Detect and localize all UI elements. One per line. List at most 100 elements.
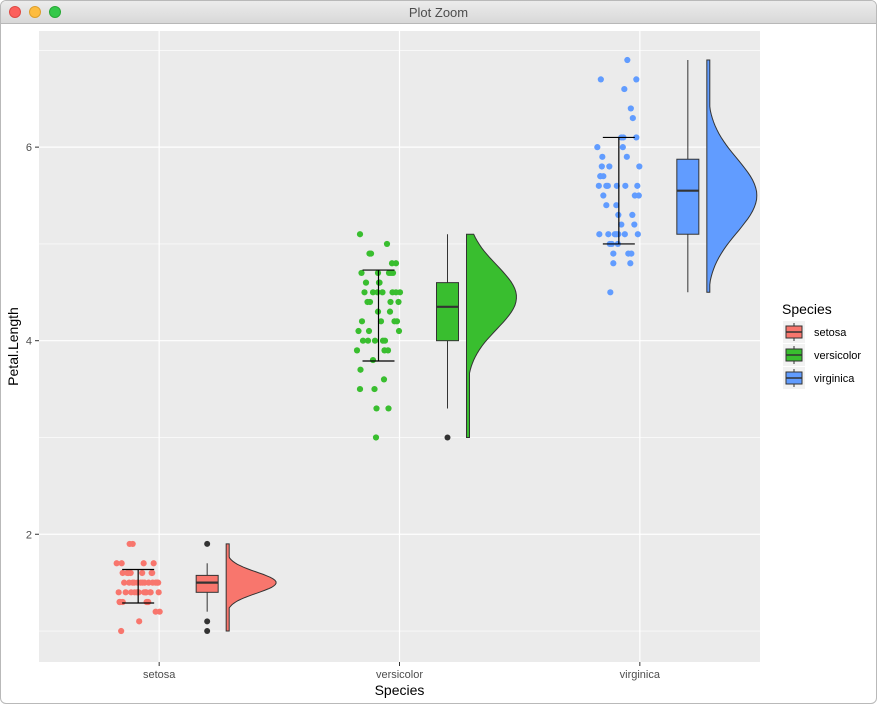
data-point: [392, 260, 400, 267]
series-setosa: [113, 540, 277, 635]
data-point: [136, 618, 143, 625]
data-point: [362, 279, 370, 286]
data-point: [371, 337, 379, 344]
data-point: [610, 250, 617, 257]
data-point: [155, 589, 162, 596]
data-point: [386, 308, 394, 315]
data-point: [605, 231, 612, 238]
data-point: [377, 318, 385, 325]
data-point: [603, 202, 610, 209]
legend-label-virginica: virginica: [814, 373, 855, 385]
data-point: [366, 250, 373, 257]
data-point: [634, 182, 641, 189]
data-point: [385, 405, 392, 412]
data-point: [372, 434, 380, 441]
data-point: [610, 260, 617, 267]
data-point: [141, 589, 148, 596]
data-point: [361, 289, 368, 296]
data-point: [134, 589, 141, 596]
data-point: [155, 579, 162, 586]
legend-key-setosa: setosa: [783, 321, 847, 343]
data-point: [621, 231, 628, 238]
data-point: [627, 260, 634, 267]
data-point: [369, 289, 377, 296]
data-point: [364, 337, 372, 344]
data-point: [600, 173, 607, 180]
x-tick-label: versicolor: [376, 669, 423, 681]
data-point: [139, 579, 146, 586]
y-tick-label: 6: [26, 142, 32, 154]
data-point: [383, 240, 391, 248]
data-point: [355, 327, 362, 335]
data-point: [119, 569, 126, 577]
data-point: [613, 231, 620, 238]
data-point: [395, 327, 403, 335]
data-point: [115, 589, 122, 596]
data-point: [113, 560, 120, 567]
data-point: [122, 589, 129, 596]
data-point: [129, 579, 136, 586]
raincloud-chart: Petal.Length Species 2 4 6 setosa versicolor…: [5, 31, 861, 698]
box-outlier: [444, 434, 451, 441]
data-point: [371, 385, 378, 393]
data-point: [139, 569, 146, 577]
legend-key-versicolor: versicolor: [783, 344, 861, 366]
data-point: [124, 569, 131, 577]
data-point: [140, 560, 147, 567]
zoom-window-button[interactable]: [49, 6, 61, 18]
data-point: [596, 231, 603, 238]
data-point: [353, 347, 361, 354]
data-point: [373, 405, 380, 412]
data-point: [356, 385, 364, 393]
series-virginica: [594, 56, 758, 296]
data-point: [147, 589, 154, 596]
data-point: [121, 579, 128, 586]
data-point: [633, 76, 640, 83]
data-point: [379, 337, 387, 344]
x-tick-label: virginica: [620, 669, 661, 681]
data-point: [116, 598, 123, 606]
data-point: [359, 337, 367, 344]
chart-marks: [113, 56, 758, 635]
legend-label-setosa: setosa: [814, 327, 847, 339]
data-point: [118, 560, 125, 567]
data-point: [634, 231, 641, 238]
data-point: [364, 298, 371, 306]
data-point: [618, 221, 625, 228]
x-axis-title: Species: [375, 682, 425, 698]
legend-title: Species: [782, 301, 832, 317]
data-point: [594, 144, 601, 151]
data-point: [597, 76, 604, 83]
data-point: [628, 250, 635, 257]
box-outlier: [204, 618, 211, 625]
data-point: [629, 115, 636, 122]
title-bar: Plot Zoom: [1, 1, 876, 24]
data-point: [621, 85, 628, 93]
data-point: [631, 192, 638, 199]
box: [436, 282, 459, 342]
window-title: Plot Zoom: [408, 5, 469, 20]
data-point: [624, 56, 631, 64]
data-point: [600, 192, 607, 199]
data-point: [150, 560, 157, 567]
gridlines: [39, 31, 760, 662]
data-point: [379, 289, 386, 296]
close-window-button[interactable]: [9, 6, 21, 18]
minimize-window-button[interactable]: [29, 6, 41, 18]
y-tick-label: 2: [26, 529, 32, 541]
data-point: [148, 569, 155, 577]
data-point: [358, 318, 366, 325]
data-point: [599, 153, 606, 160]
data-point: [623, 153, 630, 160]
legend-key-virginica: virginica: [783, 367, 855, 389]
data-point: [392, 289, 400, 296]
data-point: [622, 182, 629, 189]
data-point: [603, 182, 610, 189]
data-point: [606, 163, 613, 170]
data-point: [369, 356, 377, 364]
data-point: [384, 347, 392, 354]
box-outlier: [204, 628, 211, 635]
legend: Species setosa versicolor virginica: [782, 301, 861, 389]
data-point: [631, 221, 638, 228]
